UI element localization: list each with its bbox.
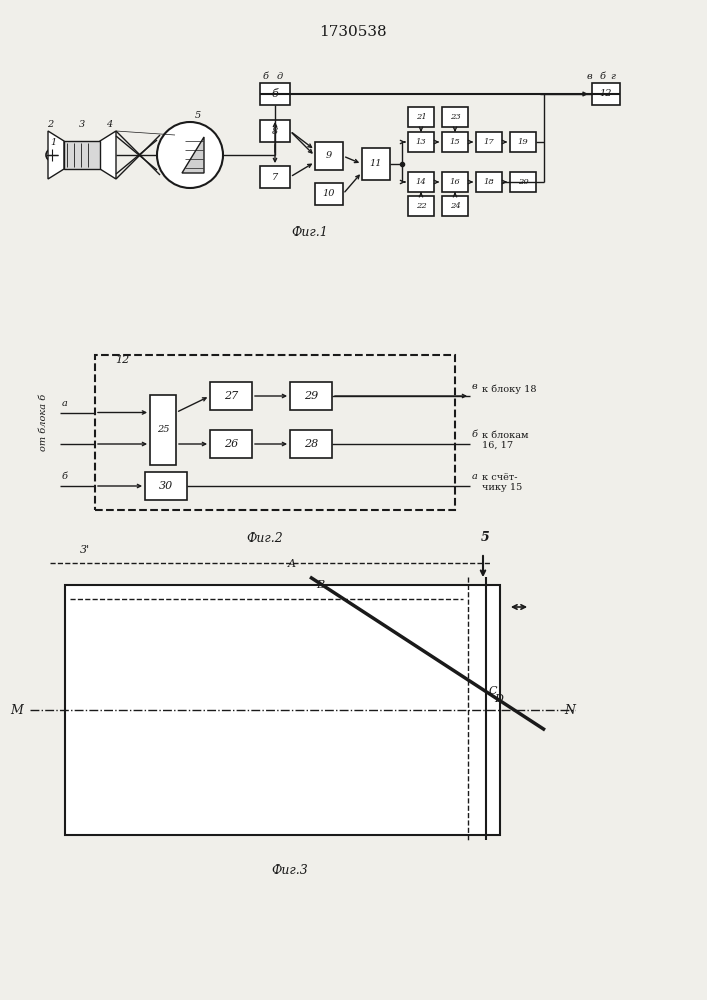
Bar <box>442 132 468 152</box>
Text: б: б <box>62 472 68 481</box>
Text: 8: 8 <box>272 126 278 135</box>
Polygon shape <box>48 131 64 179</box>
Text: 7: 7 <box>272 172 278 182</box>
Bar <box>592 83 620 105</box>
Text: B: B <box>316 580 324 590</box>
Bar <box>510 132 536 152</box>
Text: a: a <box>62 398 68 408</box>
Polygon shape <box>182 137 204 173</box>
Bar <box>408 196 434 216</box>
Text: Фиг.3: Фиг.3 <box>271 863 308 876</box>
Text: Фиг.2: Фиг.2 <box>247 532 284 544</box>
Text: N: N <box>564 704 575 716</box>
Text: в: в <box>472 382 478 391</box>
Bar <box>260 83 290 105</box>
Text: б: б <box>600 72 606 81</box>
Circle shape <box>157 122 223 188</box>
Text: 13: 13 <box>416 138 426 146</box>
Text: a: a <box>472 472 478 481</box>
Text: 3': 3' <box>80 545 90 555</box>
Bar <box>442 172 468 192</box>
Bar <box>95 355 455 510</box>
Bar <box>476 132 502 152</box>
Bar <box>260 166 290 188</box>
Text: б: б <box>472 430 478 439</box>
Text: 5: 5 <box>481 531 489 544</box>
Text: 15: 15 <box>450 138 460 146</box>
Bar <box>64 141 100 169</box>
Text: 1: 1 <box>50 138 57 147</box>
Text: 5: 5 <box>195 111 201 120</box>
Text: 16: 16 <box>450 178 460 186</box>
Bar <box>260 120 290 142</box>
Text: д: д <box>277 72 283 81</box>
Bar <box>510 172 536 192</box>
Text: 16, 17: 16, 17 <box>482 441 513 450</box>
Text: 21: 21 <box>416 113 426 121</box>
Text: 9: 9 <box>326 151 332 160</box>
Text: Фиг.1: Фиг.1 <box>291 226 328 238</box>
Text: 23: 23 <box>450 113 460 121</box>
Text: от блока б: от блока б <box>38 394 47 451</box>
Bar <box>210 382 252 410</box>
Text: 25: 25 <box>157 426 169 434</box>
Bar <box>408 132 434 152</box>
Bar <box>65 585 500 835</box>
Text: 10: 10 <box>323 190 335 198</box>
Bar <box>290 382 332 410</box>
Text: 20: 20 <box>518 178 528 186</box>
Text: 3: 3 <box>79 120 86 129</box>
Bar <box>290 430 332 458</box>
Text: б: б <box>271 89 279 99</box>
Text: чику 15: чику 15 <box>482 483 522 492</box>
Text: б: б <box>263 72 269 81</box>
Text: 12: 12 <box>600 90 612 99</box>
Text: 27: 27 <box>224 391 238 401</box>
Circle shape <box>46 149 58 161</box>
Text: 19: 19 <box>518 138 528 146</box>
Text: в: в <box>587 72 592 81</box>
Text: 29: 29 <box>304 391 318 401</box>
Text: 24: 24 <box>450 202 460 210</box>
Text: 28: 28 <box>304 439 318 449</box>
Text: к блоку 18: к блоку 18 <box>482 384 537 394</box>
Text: A: A <box>288 559 296 569</box>
Text: г: г <box>610 72 615 81</box>
Bar <box>150 395 176 465</box>
Polygon shape <box>100 131 116 179</box>
Text: 12: 12 <box>115 355 129 365</box>
Bar <box>476 172 502 192</box>
Bar <box>362 148 390 180</box>
Bar <box>145 472 187 500</box>
Bar <box>315 142 343 170</box>
Text: 17: 17 <box>484 138 494 146</box>
Text: 1730538: 1730538 <box>319 25 387 39</box>
Text: 22: 22 <box>416 202 426 210</box>
Bar <box>408 107 434 127</box>
Text: C: C <box>489 686 498 696</box>
Text: 14: 14 <box>416 178 426 186</box>
Text: 2: 2 <box>47 120 53 129</box>
Text: M: M <box>11 704 23 716</box>
Text: 4: 4 <box>106 120 112 129</box>
Text: 30: 30 <box>159 481 173 491</box>
Text: D: D <box>494 694 503 704</box>
Bar <box>315 183 343 205</box>
Text: 18: 18 <box>484 178 494 186</box>
Text: к блокам: к блокам <box>482 431 529 440</box>
Text: 26: 26 <box>224 439 238 449</box>
Bar <box>408 172 434 192</box>
Text: к счёт-: к счёт- <box>482 473 518 482</box>
Bar <box>210 430 252 458</box>
Text: 11: 11 <box>370 159 382 168</box>
Bar <box>442 107 468 127</box>
Bar <box>442 196 468 216</box>
